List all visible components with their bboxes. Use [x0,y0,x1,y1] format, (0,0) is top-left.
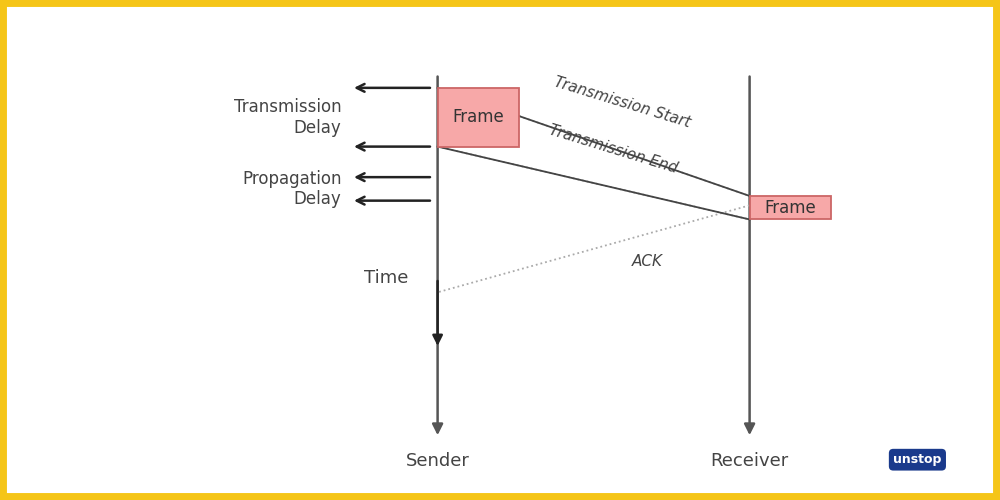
Text: Time: Time [364,269,409,287]
Text: Frame: Frame [765,198,816,216]
Text: ACK: ACK [632,254,663,268]
Text: Sender: Sender [406,452,470,470]
Text: Transmission End: Transmission End [547,122,679,176]
Text: Transmission
Delay: Transmission Delay [234,98,342,136]
Bar [438,88,519,146]
Text: Frame: Frame [453,108,504,126]
Text: Propagation
Delay: Propagation Delay [242,170,342,208]
Bar [750,196,831,220]
Text: Transmission Start: Transmission Start [552,74,692,130]
Text: Receiver: Receiver [710,452,789,470]
Text: unstop: unstop [893,453,942,466]
